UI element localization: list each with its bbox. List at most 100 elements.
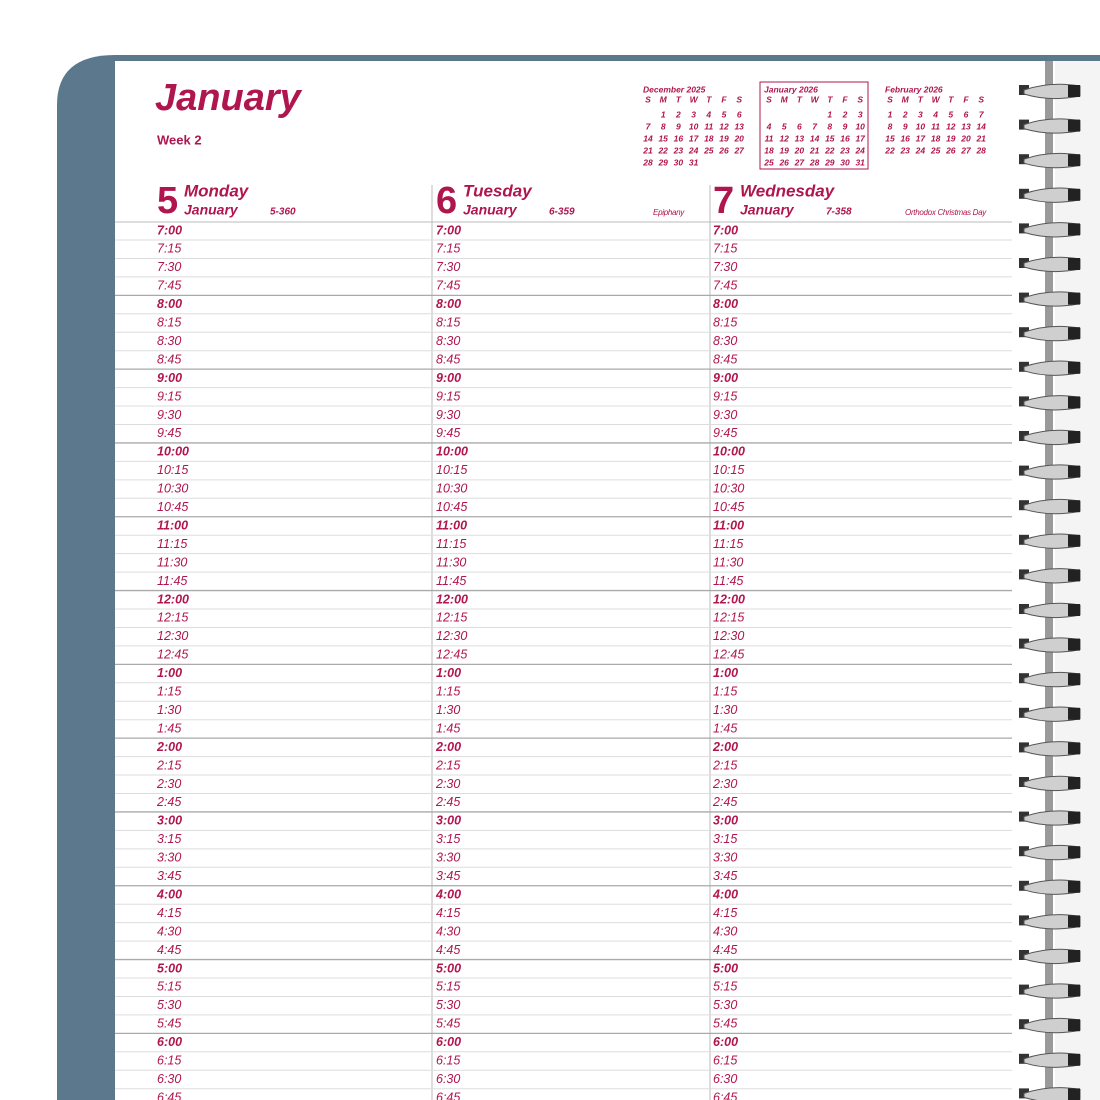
time-slot: 11:30: [157, 555, 187, 569]
mini-calendar-day: 11: [704, 121, 713, 131]
spiral-hole: [1068, 396, 1080, 409]
mini-calendar-day: 24: [854, 145, 865, 155]
time-slot: 10:15: [713, 463, 744, 477]
spiral-hole: [1068, 327, 1080, 340]
time-slot: 12:00: [436, 592, 468, 606]
day-code: 5-360: [270, 207, 296, 218]
time-slot: 2:30: [435, 777, 460, 791]
mini-calendar-day: 20: [733, 133, 744, 143]
spiral-hole: [1068, 673, 1080, 686]
mini-calendar-title: January 2026: [764, 84, 818, 94]
time-slot: 9:15: [157, 389, 181, 403]
spiral-hole: [1068, 811, 1080, 824]
mini-calendar-day: 6: [737, 109, 742, 119]
time-slot: 6:00: [436, 1035, 461, 1049]
spiral-hole: [1068, 85, 1080, 97]
time-slot: 11:15: [157, 537, 187, 551]
time-slot: 3:00: [713, 814, 738, 828]
time-slot: 8:45: [436, 352, 460, 366]
time-slot: 1:30: [713, 703, 737, 717]
mini-calendar-day: 10: [916, 121, 926, 131]
time-slot: 7:15: [713, 242, 737, 256]
mini-calendar-weekday: T: [918, 94, 924, 104]
mini-calendar-day: 19: [719, 133, 729, 143]
time-slot: 7:00: [157, 223, 182, 237]
mini-calendar-day: 31: [855, 157, 865, 167]
time-slot: 7:00: [713, 223, 738, 237]
mini-calendar-day: 13: [734, 121, 744, 131]
mini-calendar-weekday: T: [797, 94, 803, 104]
time-slot: 8:15: [436, 316, 460, 330]
time-slot: 4:15: [436, 906, 460, 920]
time-slot: 1:30: [436, 703, 460, 717]
spiral-hole: [1068, 880, 1080, 893]
time-slot: 7:30: [713, 260, 737, 274]
time-slot: 1:15: [436, 685, 460, 699]
time-slot: 3:15: [436, 832, 460, 846]
mini-calendar-day: 15: [825, 133, 835, 143]
spiral-hole: [1068, 500, 1080, 513]
day-month: January: [184, 202, 239, 218]
spiral-hole: [1068, 292, 1080, 305]
time-slot: 11:00: [713, 518, 744, 532]
mini-calendar-day: 8: [827, 121, 832, 131]
time-slot: 8:00: [157, 297, 182, 311]
mini-calendar-day: 3: [918, 109, 923, 119]
mini-calendar-day: 12: [779, 133, 789, 143]
mini-calendar-day: 25: [930, 145, 941, 155]
time-slot: 5:00: [157, 961, 182, 975]
mini-calendar-day: 19: [779, 145, 789, 155]
current-month-box: [759, 81, 869, 170]
mini-calendar-title: February 2026: [885, 84, 943, 94]
time-slot: 1:00: [713, 666, 738, 680]
mini-calendar-day: 5: [722, 109, 727, 119]
time-slot: 6:45: [436, 1090, 460, 1100]
mini-calendar-day: 18: [764, 145, 774, 155]
time-slot: 9:00: [713, 371, 738, 385]
day-name: Wednesday: [740, 181, 836, 200]
week-label: Week 2: [157, 132, 202, 147]
mini-calendar-day: 2: [675, 109, 681, 119]
time-slot: 8:15: [157, 316, 181, 330]
time-slot: 4:15: [157, 906, 181, 920]
mini-calendar-day: 8: [661, 121, 666, 131]
time-slot: 5:00: [436, 961, 461, 975]
mini-calendar-day: 11: [765, 133, 774, 143]
mini-calendar-day: 19: [946, 133, 956, 143]
mini-calendar-day: 23: [673, 145, 684, 155]
time-slot: 5:30: [436, 998, 460, 1012]
time-slot: 12:30: [436, 629, 467, 643]
time-slot: 9:30: [157, 408, 181, 422]
mini-calendar-day: 8: [888, 121, 893, 131]
mini-calendar-day: 9: [843, 121, 848, 131]
spiral-hole: [1068, 465, 1080, 478]
time-slot: 12:45: [713, 648, 744, 662]
spiral-hole: [1068, 361, 1080, 374]
time-slot: 8:15: [713, 316, 737, 330]
time-slot: 2:45: [712, 795, 737, 809]
mini-calendar-day: 16: [900, 133, 910, 143]
time-slot: 4:30: [713, 924, 737, 938]
mini-calendar-day: 30: [840, 157, 850, 167]
time-slot: 6:45: [713, 1090, 737, 1100]
time-slot: 3:30: [436, 851, 460, 865]
mini-calendar-title: December 2025: [643, 84, 706, 94]
time-slot: 7:00: [436, 223, 461, 237]
mini-calendar-weekday: T: [827, 94, 833, 104]
mini-calendar-weekday: M: [902, 94, 910, 104]
time-slot: 8:30: [157, 334, 181, 348]
mini-calendar-day: 11: [931, 121, 940, 131]
time-slot: 12:45: [436, 648, 467, 662]
mini-calendar-day: 5: [782, 121, 787, 131]
time-slot: 2:30: [156, 777, 181, 791]
time-slot: 9:00: [436, 371, 461, 385]
time-slot: 4:00: [712, 887, 738, 901]
mini-calendar-weekday: T: [676, 94, 682, 104]
mini-calendar-day: 2: [902, 109, 908, 119]
time-slot: 12:45: [157, 648, 188, 662]
time-slot: 9:45: [157, 426, 181, 440]
mini-calendar-day: 24: [915, 145, 926, 155]
time-slot: 9:15: [713, 389, 737, 403]
mini-calendar-day: 14: [810, 133, 820, 143]
